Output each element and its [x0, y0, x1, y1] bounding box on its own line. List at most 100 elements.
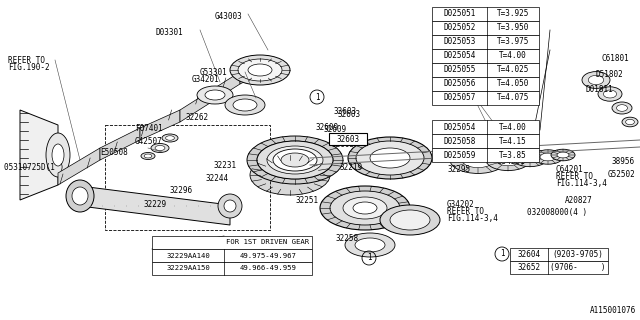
Text: 32231: 32231	[214, 161, 237, 170]
Text: 32258: 32258	[336, 234, 359, 243]
Ellipse shape	[238, 59, 282, 81]
Text: D51802: D51802	[596, 70, 624, 79]
Text: 32251: 32251	[296, 196, 319, 205]
Text: G43003: G43003	[215, 12, 243, 21]
Ellipse shape	[218, 194, 242, 218]
Text: FIG.114-3,4: FIG.114-3,4	[556, 179, 607, 188]
Text: A20827: A20827	[482, 145, 509, 154]
Ellipse shape	[46, 133, 70, 177]
Ellipse shape	[343, 197, 387, 219]
Bar	[432, 21, 539, 35]
Ellipse shape	[622, 117, 638, 127]
Ellipse shape	[257, 141, 333, 179]
Ellipse shape	[247, 136, 343, 184]
Bar	[329, 133, 367, 145]
Text: FIG.114-3,4: FIG.114-3,4	[447, 214, 498, 223]
Text: G34201: G34201	[192, 75, 220, 84]
Text: 49.975-49.967: 49.975-49.967	[239, 252, 296, 259]
Text: G42507: G42507	[135, 137, 163, 146]
Text: 49.966-49.959: 49.966-49.959	[239, 266, 296, 271]
Text: T=4.050: T=4.050	[497, 79, 529, 89]
Ellipse shape	[353, 202, 377, 214]
Text: T=4.00: T=4.00	[499, 52, 527, 60]
Text: D025053: D025053	[444, 37, 476, 46]
Text: C64201: C64201	[556, 165, 584, 174]
Text: 32219: 32219	[340, 163, 363, 172]
Ellipse shape	[588, 76, 604, 84]
Text: 32604: 32604	[517, 250, 541, 259]
Text: 32603: 32603	[333, 108, 356, 116]
Text: D54201: D54201	[498, 157, 525, 166]
Ellipse shape	[320, 186, 410, 230]
Text: 32609: 32609	[316, 123, 339, 132]
Text: D01811: D01811	[586, 85, 614, 94]
Ellipse shape	[390, 210, 430, 230]
Polygon shape	[58, 148, 100, 185]
Text: 32244: 32244	[206, 174, 229, 183]
Ellipse shape	[155, 146, 165, 150]
Text: D025052: D025052	[444, 23, 476, 33]
Text: 05310725D(1 ): 05310725D(1 )	[4, 163, 64, 172]
Ellipse shape	[205, 90, 225, 100]
Ellipse shape	[355, 238, 385, 252]
Text: 032008000(4 ): 032008000(4 )	[468, 130, 528, 139]
Text: D025055: D025055	[444, 66, 476, 75]
Text: REFER TO: REFER TO	[556, 172, 593, 181]
Text: 32229AA140: 32229AA140	[166, 252, 210, 259]
Ellipse shape	[151, 143, 169, 153]
Text: T=4.025: T=4.025	[497, 66, 529, 75]
Text: A115001076: A115001076	[589, 306, 636, 315]
Bar	[510, 248, 608, 261]
Text: 32603: 32603	[337, 134, 360, 143]
Ellipse shape	[233, 99, 257, 111]
Bar	[432, 77, 539, 91]
Bar	[510, 261, 608, 274]
Text: (9706-     ): (9706- )	[550, 263, 605, 272]
Ellipse shape	[486, 149, 530, 171]
Text: 32609: 32609	[323, 125, 346, 134]
Text: FOR 1ST DRIVEN GEAR: FOR 1ST DRIVEN GEAR	[227, 239, 310, 245]
Text: E50508: E50508	[100, 148, 128, 157]
Text: REFER TO: REFER TO	[8, 56, 45, 65]
Text: D025054: D025054	[444, 123, 476, 132]
Text: T=4.00: T=4.00	[499, 123, 527, 132]
Ellipse shape	[273, 149, 317, 171]
Text: REFER TO: REFER TO	[447, 207, 484, 216]
Text: 32652: 32652	[517, 263, 541, 272]
Ellipse shape	[557, 152, 569, 158]
Ellipse shape	[144, 154, 152, 158]
Text: (9203-9705): (9203-9705)	[552, 250, 604, 259]
Text: T=3.85: T=3.85	[499, 150, 527, 159]
Text: T=4.15: T=4.15	[499, 137, 527, 146]
Bar	[432, 7, 539, 21]
Polygon shape	[80, 186, 230, 225]
Text: T=4.075: T=4.075	[497, 93, 529, 102]
Text: D025051: D025051	[444, 10, 476, 19]
Text: 1: 1	[367, 253, 371, 262]
Text: 32603: 32603	[338, 110, 361, 119]
Text: A20827: A20827	[565, 196, 593, 205]
Bar	[152, 236, 312, 249]
Bar	[432, 35, 539, 49]
Text: D025058: D025058	[444, 137, 476, 146]
Ellipse shape	[348, 137, 432, 179]
Ellipse shape	[626, 119, 634, 124]
Bar	[432, 120, 539, 134]
Ellipse shape	[52, 144, 64, 166]
Bar	[432, 134, 539, 148]
Ellipse shape	[257, 141, 333, 179]
Polygon shape	[20, 110, 58, 200]
Ellipse shape	[250, 155, 330, 195]
Text: G52502: G52502	[608, 170, 636, 179]
Text: D025057: D025057	[444, 93, 476, 102]
Bar	[432, 63, 539, 77]
Text: C61801: C61801	[601, 54, 628, 63]
Text: T=3.975: T=3.975	[497, 37, 529, 46]
Ellipse shape	[281, 153, 309, 167]
Ellipse shape	[141, 153, 155, 159]
Ellipse shape	[520, 153, 540, 163]
Polygon shape	[180, 72, 240, 122]
Ellipse shape	[380, 205, 440, 235]
Ellipse shape	[330, 191, 400, 225]
Ellipse shape	[450, 147, 506, 173]
